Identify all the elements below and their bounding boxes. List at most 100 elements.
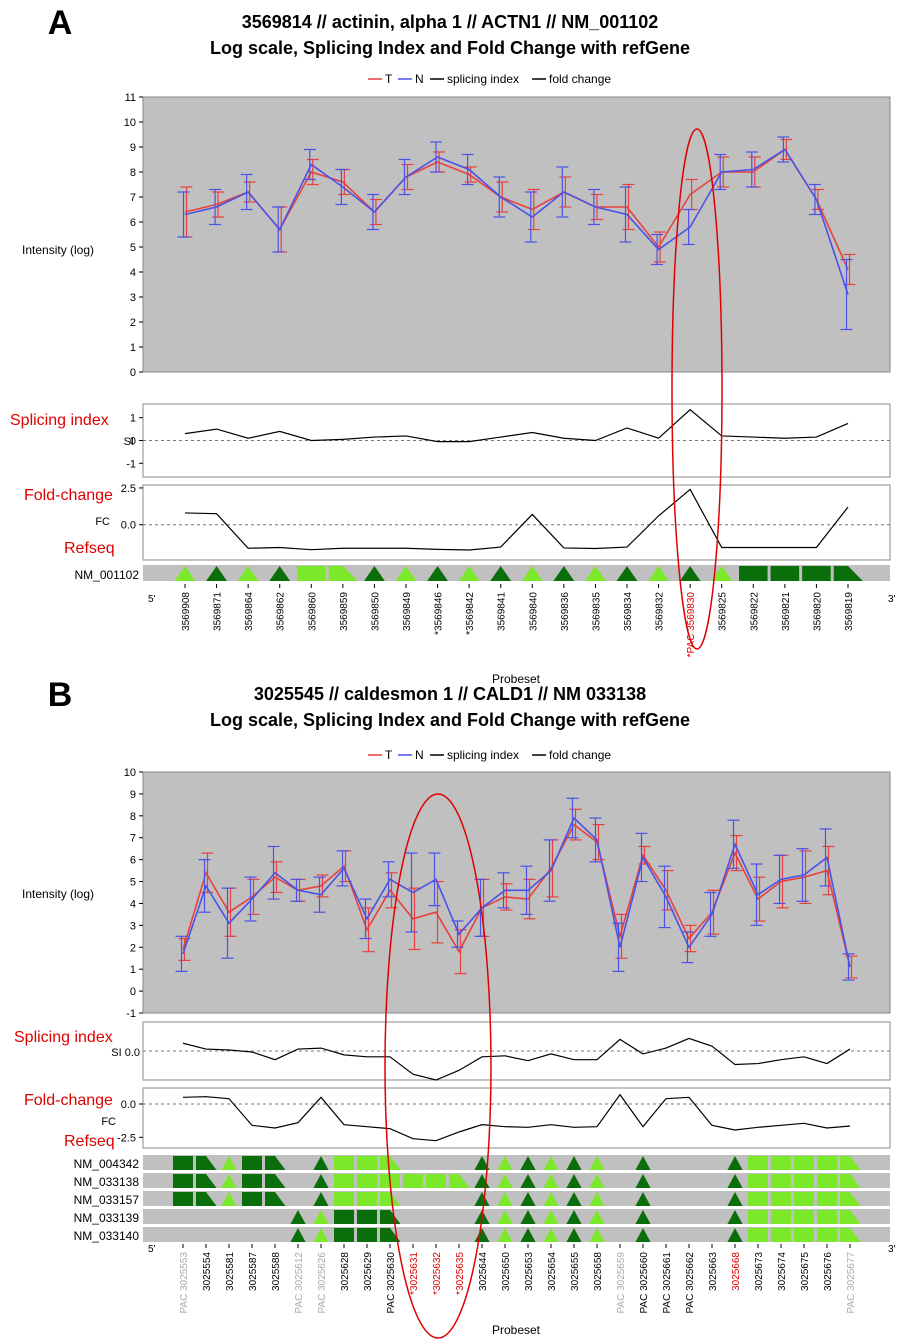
panel-b-exon-block — [748, 1192, 768, 1206]
panel-b-exon-triangle — [727, 1192, 743, 1206]
panel-a-exon-triangle — [237, 566, 259, 581]
panel-a-si-tick-label: 0 — [130, 436, 136, 448]
panel-b-exon-triangle — [497, 1210, 513, 1224]
panel-b-ytick-label: 7 — [130, 833, 136, 845]
panel-b-letter: B — [48, 676, 73, 714]
panel-a-ytick-label: 1 — [130, 342, 136, 354]
panel-a-exon-triangle — [521, 566, 543, 581]
panel-b-ytick-label: -1 — [126, 1008, 136, 1020]
panel-b-xtick-label: 3025676 — [823, 1252, 834, 1291]
panel-b-exon-triangle — [727, 1210, 743, 1224]
panel-b-exon-triangle — [497, 1156, 513, 1170]
panel-a-exon-block-end — [328, 566, 358, 581]
panel-b-exon-triangle — [635, 1210, 651, 1224]
panel-a-exon-triangle — [711, 566, 733, 581]
panel-a-ytick-label: 0 — [130, 367, 136, 379]
panel-b-ytick-label: 2 — [130, 942, 136, 954]
panel-b-exon-triangle — [589, 1210, 605, 1224]
panel-a-exon-triangle — [585, 566, 606, 581]
panel-b-exon-block — [794, 1228, 814, 1242]
panel-b-exon-block-end — [380, 1228, 401, 1242]
panel-b-exon-block — [242, 1156, 262, 1170]
panel-b-xtick-label: 3025668 — [731, 1252, 742, 1291]
legend-n-label: N — [415, 748, 424, 762]
panel-a-xtick-label: 3569840 — [528, 592, 539, 631]
panel-b-ytick-label: 0 — [130, 986, 136, 998]
panel-b-refseq-row-bg — [143, 1155, 890, 1170]
panel-a-xtick-label: *PAC 3569830 — [686, 592, 697, 658]
panel-b-exon-triangle — [313, 1174, 329, 1188]
panel-a-series-line-N — [184, 148, 849, 295]
panel-a-ytick-label: 6 — [130, 217, 136, 229]
panel-b-xtick-label: PAC 3025662 — [685, 1252, 696, 1314]
panel-a-exon-triangle — [269, 566, 291, 581]
panel-b-exon-block — [748, 1210, 768, 1224]
panel-b-ytick-label: 9 — [130, 789, 136, 801]
panel-a-si-tick-label: -1 — [126, 458, 136, 470]
panel-b-exon-triangle — [543, 1192, 559, 1206]
panel-b-exon-block — [334, 1210, 354, 1224]
panel-a-xtick-label: 3569908 — [181, 592, 192, 631]
panel-b-exon-block — [334, 1228, 354, 1242]
panel-b-main-plot-bg — [142, 771, 891, 1014]
panel-b-xtick-label: 3025628 — [340, 1252, 351, 1291]
panel-b-xtick-label: 3025653 — [524, 1252, 535, 1291]
panel-b-xtick-label: PAC 3025626 — [317, 1252, 328, 1314]
panel-a-exon-triangle — [553, 566, 575, 581]
panel-b-xtick-label: PAC 3025659 — [616, 1252, 627, 1314]
panel-b-xtick-label: 3025650 — [501, 1252, 512, 1291]
panel-b-ytick-label: 10 — [124, 767, 136, 779]
panel-b-refseq-row-bg — [143, 1191, 890, 1206]
panel-b-exon-block — [817, 1228, 837, 1242]
panel-b-exon-triangle — [589, 1156, 605, 1170]
legend-fc-label: fold change — [549, 748, 611, 762]
panel-b-ytick-label: 4 — [130, 898, 136, 910]
panel-b-5prime: 5' — [148, 1244, 156, 1255]
panel-b-exon-triangle — [313, 1192, 329, 1206]
panel-a-xtick-label: 3569859 — [339, 592, 350, 631]
panel-b-ytick-label: 5 — [130, 877, 136, 889]
panel-b-refseq-title: Refseq — [64, 1133, 115, 1150]
panel-b-exon-block — [426, 1174, 446, 1188]
panel-b-fc-label: FC — [101, 1116, 116, 1128]
panel-b-legend: T N splicing index fold change — [368, 748, 611, 762]
panel-b-exon-block-end — [840, 1228, 861, 1242]
panel-a-xtick-label: *3569842 — [465, 592, 476, 635]
panel-b-exon-triangle — [290, 1228, 306, 1242]
panel-b-exon-block — [817, 1174, 837, 1188]
panel-b-exon-block — [357, 1228, 377, 1242]
panel-a-exon-triangle — [616, 566, 638, 581]
legend-t-label: T — [385, 72, 393, 86]
panel-b-subtitle: Log scale, Splicing Index and Fold Chang… — [210, 710, 690, 730]
panel-a-xtick-label: 3569836 — [560, 592, 571, 631]
panel-b-exon-triangle — [566, 1156, 582, 1170]
panel-b-ylabel: Intensity (log) — [22, 887, 94, 901]
panel-b-exon-block — [794, 1210, 814, 1224]
panel-a-subtitle: Log scale, Splicing Index and Fold Chang… — [210, 38, 690, 58]
panel-a-xtick-label: 3569820 — [812, 592, 823, 631]
panel-b-refseq-row-bg — [143, 1227, 890, 1242]
panel-b-ytick-label: 1 — [130, 964, 136, 976]
panel-b-exon-triangle — [474, 1156, 490, 1170]
panel-b-title: 3025545 // caldesmon 1 // CALD1 // NM 03… — [254, 684, 646, 704]
panel-a-fc-tick-label: 0.0 — [121, 520, 136, 532]
panel-b-exon-block-end — [840, 1192, 861, 1206]
panel-b-exon-block — [173, 1156, 193, 1170]
panel-b-exon-triangle — [497, 1174, 513, 1188]
panel-b-fc-line — [182, 1093, 851, 1142]
panel-b-exon-block — [242, 1192, 262, 1206]
panel-a-si-line — [184, 408, 849, 443]
panel-a-xtick-label: 3569849 — [402, 592, 413, 631]
panel-a-main-plot-bg — [142, 96, 891, 373]
panel-b-exon-triangle — [520, 1228, 536, 1242]
panel-a-fc-label: FC — [95, 516, 110, 528]
panel-b-exon-block — [771, 1210, 791, 1224]
panel-a-exon-block — [770, 566, 800, 581]
panel-a-fc-plot-bg — [142, 484, 891, 561]
panel-a-exon-triangle — [458, 566, 480, 581]
panel-a-xtick-label: 3569834 — [623, 592, 634, 631]
legend-si-label: splicing index — [447, 748, 519, 762]
panel-b-xtick-label: 3025675 — [800, 1252, 811, 1291]
panel-b-exon-triangle — [635, 1156, 651, 1170]
